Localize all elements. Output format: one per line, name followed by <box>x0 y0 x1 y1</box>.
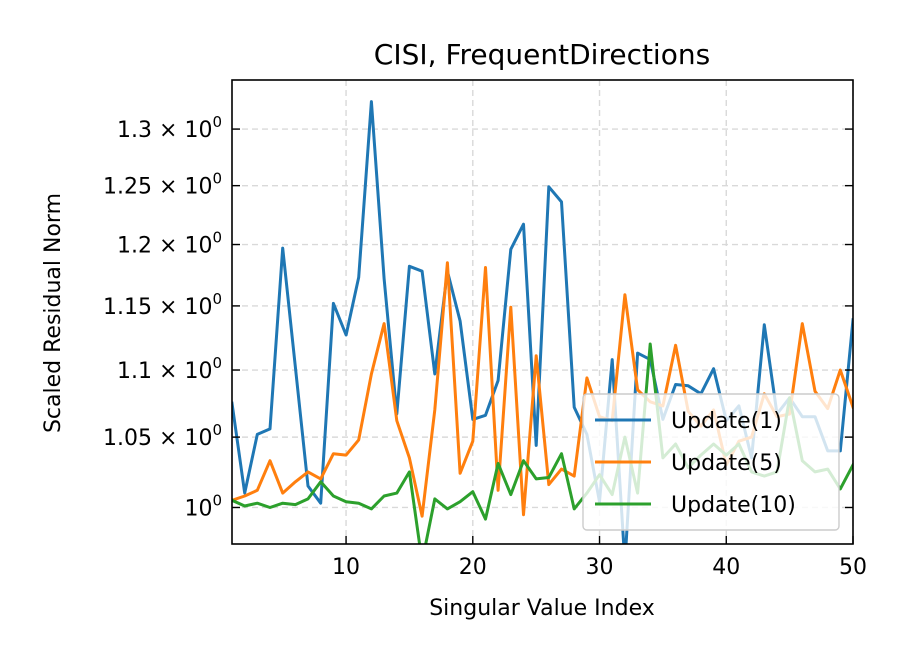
y-tick-exponent: 0 <box>212 113 222 131</box>
legend: Update(1) Update(5) Update(10) <box>582 393 840 531</box>
legend-label: Update(10) <box>671 493 796 518</box>
legend-label: Update(1) <box>671 409 782 434</box>
y-tick-exponent: 0 <box>212 354 222 372</box>
y-tick-label: 1.2 × 100 <box>117 229 222 259</box>
x-tick-label: 50 <box>839 555 867 580</box>
y-tick-base: 10 <box>184 426 212 451</box>
y-tick-mantissa: 1.1 × <box>117 359 184 384</box>
y-tick-exponent: 0 <box>212 421 222 439</box>
y-tick-label: 100 <box>184 491 222 521</box>
y-tick-base: 10 <box>184 175 212 200</box>
y-tick-label: 1.05 × 100 <box>103 421 222 451</box>
chart-title: CISI, FrequentDirections <box>374 38 710 71</box>
y-tick-exponent: 0 <box>212 229 222 247</box>
y-tick-label: 1.15 × 100 <box>103 290 222 320</box>
x-tick-label: 30 <box>586 555 614 580</box>
y-tick-exponent: 0 <box>212 170 222 188</box>
y-tick-mantissa: 1.15 × <box>103 295 184 320</box>
y-tick-exponent: 0 <box>212 290 222 308</box>
y-tick-label: 1.25 × 100 <box>103 170 222 200</box>
plot-frame <box>231 79 854 545</box>
legend-label: Update(5) <box>671 451 782 476</box>
y-tick-base: 10 <box>184 234 212 259</box>
y-tick-base: 10 <box>184 118 212 143</box>
x-axis-label: Singular Value Index <box>429 596 655 621</box>
y-tick-mantissa: 1.25 × <box>103 175 184 200</box>
y-tick-mantissa: 1.05 × <box>103 426 184 451</box>
legend-box <box>582 393 840 531</box>
y-axis-label: Scaled Residual Norm <box>41 193 66 433</box>
y-tick-base: 10 <box>184 359 212 384</box>
y-tick-label: 1.3 × 100 <box>117 113 222 143</box>
y-tick-label: 1.1 × 100 <box>117 354 222 384</box>
y-tick-base: 10 <box>184 295 212 320</box>
y-tick-mantissa: 1.3 × <box>117 118 184 143</box>
x-tick-label: 40 <box>712 555 740 580</box>
x-tick-label: 10 <box>332 555 360 580</box>
y-tick-base: 10 <box>184 496 212 521</box>
y-tick-exponent: 0 <box>212 491 222 509</box>
y-tick-mantissa: 1.2 × <box>117 234 184 259</box>
x-tick-label: 20 <box>459 555 487 580</box>
